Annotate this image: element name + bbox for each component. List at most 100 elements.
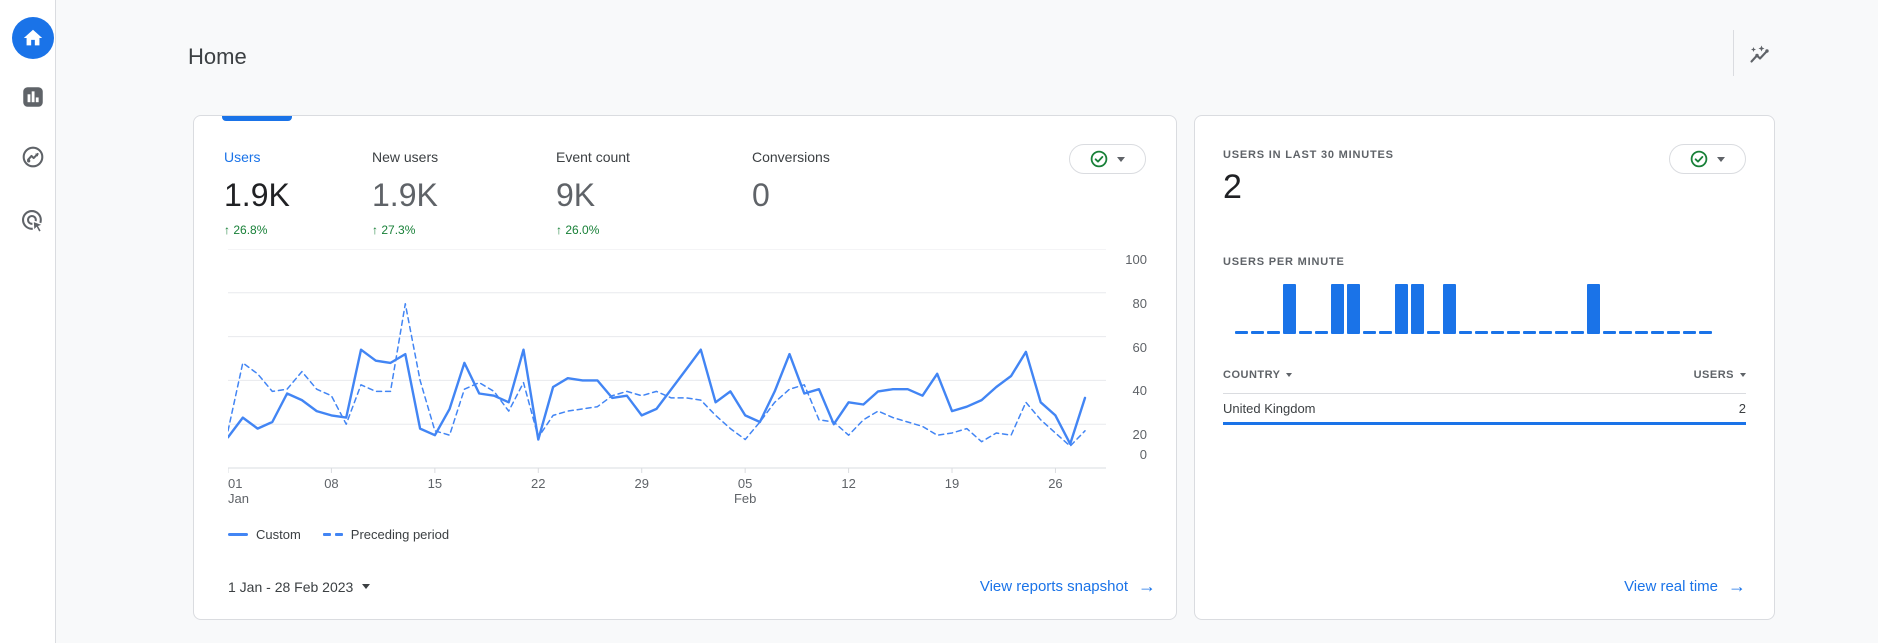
metric-tab-conversions[interactable]: Conversions 0 xyxy=(752,149,830,213)
metric-value: 1.9K xyxy=(224,177,290,213)
view-real-time-link[interactable]: View real time → xyxy=(1624,576,1746,596)
minute-bar xyxy=(1555,331,1568,334)
x-tick-day: 26 xyxy=(1048,476,1063,491)
minute-bar xyxy=(1619,331,1632,334)
chevron-down-icon xyxy=(1286,373,1293,377)
x-axis-tick-label: 08 xyxy=(311,476,351,491)
legend-label: Custom xyxy=(256,527,301,542)
x-axis-tick-label: 29 xyxy=(622,476,662,491)
overview-card-footer: 1 Jan - 28 Feb 2023 View reports snapsho… xyxy=(228,576,1156,596)
chevron-down-icon xyxy=(362,584,371,589)
chart-legend: Custom Preceding period xyxy=(228,527,449,542)
minute-bar xyxy=(1395,284,1408,334)
country-column-header[interactable]: COUNTRY xyxy=(1223,369,1293,381)
arrow-right-icon: → xyxy=(1728,576,1746,596)
table-divider xyxy=(1223,393,1746,394)
minute-bar xyxy=(1299,331,1312,334)
metric-label[interactable]: Conversions xyxy=(752,149,830,165)
insights-icon[interactable] xyxy=(1744,40,1776,72)
x-tick-month: Feb xyxy=(733,491,757,506)
metric-tab-event-count[interactable]: Event count 9K ↑ 26.0% xyxy=(556,149,630,237)
data-quality-badge[interactable] xyxy=(1669,144,1746,174)
metric-value: 9K xyxy=(556,177,596,213)
page-title: Home xyxy=(188,44,247,69)
active-metric-tab-indicator xyxy=(222,116,292,121)
metric-tab-new-users[interactable]: New users 1.9K ↑ 27.3% xyxy=(372,149,438,237)
minute-bar xyxy=(1411,284,1424,334)
nav-reports-button[interactable] xyxy=(15,79,51,115)
date-range-label: 1 Jan - 28 Feb 2023 xyxy=(228,578,354,595)
minute-bar xyxy=(1475,331,1488,334)
x-tick-day: 22 xyxy=(531,476,546,491)
minute-bar xyxy=(1523,331,1536,334)
realtime-card: USERS IN LAST 30 MINUTES 2 USERS PER MIN… xyxy=(1194,115,1775,620)
arrow-right-icon: → xyxy=(1138,576,1156,596)
nav-explore-button[interactable] xyxy=(15,139,51,175)
line-chart-canvas xyxy=(226,248,1106,473)
minute-bar xyxy=(1379,331,1392,334)
y-axis-tick-label: 20 xyxy=(1132,427,1147,443)
metric-tab-users[interactable]: Users 1.9K ↑ 26.8% xyxy=(224,149,290,237)
x-axis-tick-label: 01 Jan xyxy=(228,476,268,506)
nav-home-button[interactable] xyxy=(12,17,54,59)
legend-solid-line-swatch xyxy=(228,533,248,536)
metric-label[interactable]: New users xyxy=(372,149,439,165)
users-column-header[interactable]: USERS xyxy=(1694,369,1746,381)
view-reports-snapshot-link[interactable]: View reports snapshot → xyxy=(979,576,1156,596)
minute-bar xyxy=(1267,331,1280,334)
legend-item-custom: Custom xyxy=(228,527,301,542)
minute-bar xyxy=(1315,331,1328,334)
users-last-30-min-value: 2 xyxy=(1223,168,1242,206)
arrow-up-icon: ↑ xyxy=(224,223,234,237)
date-range-selector[interactable]: 1 Jan - 28 Feb 2023 xyxy=(228,578,371,595)
x-tick-day: 29 xyxy=(634,476,649,491)
minute-bar xyxy=(1491,331,1504,334)
minute-bar xyxy=(1459,331,1472,334)
link-label: View reports snapshot xyxy=(979,578,1128,595)
legend-dashed-line-swatch xyxy=(322,533,343,536)
minute-bar xyxy=(1635,331,1648,334)
minute-bar xyxy=(1347,284,1360,334)
metric-label[interactable]: Users xyxy=(224,149,261,165)
metric-delta: ↑ 26.0% xyxy=(556,223,630,237)
advertising-icon xyxy=(22,210,46,234)
country-header-label: COUNTRY xyxy=(1223,369,1281,381)
chevron-down-icon xyxy=(1740,373,1746,377)
x-tick-day: 08 xyxy=(324,476,339,491)
chevron-down-icon xyxy=(1717,156,1725,162)
users-line-chart xyxy=(226,248,1106,475)
metric-delta-value: 26.8% xyxy=(233,223,268,237)
bar-chart-icon xyxy=(23,87,43,107)
x-tick-day: 12 xyxy=(841,476,856,491)
metric-value: 1.9K xyxy=(372,177,438,213)
minute-bar xyxy=(1443,284,1456,334)
x-axis-tick-label: 19 xyxy=(932,476,972,491)
minute-bar xyxy=(1427,331,1440,334)
metric-value: 0 xyxy=(752,177,770,213)
x-axis-tick-label: 12 xyxy=(829,476,869,491)
table-row: United Kingdom 2 xyxy=(1223,401,1746,416)
check-circle-icon xyxy=(1090,150,1108,168)
country-proportion-bar xyxy=(1223,422,1746,425)
minute-bar xyxy=(1331,284,1344,334)
y-axis-tick-label: 100 xyxy=(1125,252,1147,267)
users-per-minute-label: USERS PER MINUTE xyxy=(1223,256,1345,268)
home-icon xyxy=(23,29,43,46)
minute-bar xyxy=(1235,331,1248,334)
users-header-label: USERS xyxy=(1693,369,1734,381)
y-axis-tick-label: 80 xyxy=(1132,295,1147,311)
overview-card: Users 1.9K ↑ 26.8% New users 1.9K ↑ 27.3% Even… xyxy=(193,115,1177,620)
x-axis-tick-label: 05 Feb xyxy=(725,476,765,506)
link-label: View real time xyxy=(1624,578,1718,595)
y-axis-tick-label: 60 xyxy=(1132,339,1147,355)
legend-label: Preceding period xyxy=(350,527,450,542)
minute-bar xyxy=(1651,331,1664,334)
nav-advertising-button[interactable] xyxy=(15,203,51,239)
users-cell: 2 xyxy=(1738,401,1746,416)
metric-delta-value: 26.0% xyxy=(565,223,600,237)
arrow-up-icon: ↑ xyxy=(372,223,382,237)
minute-bar xyxy=(1571,331,1584,334)
metric-delta: ↑ 27.3% xyxy=(372,223,438,237)
data-quality-badge[interactable] xyxy=(1069,144,1146,174)
metric-label[interactable]: Event count xyxy=(556,149,630,165)
